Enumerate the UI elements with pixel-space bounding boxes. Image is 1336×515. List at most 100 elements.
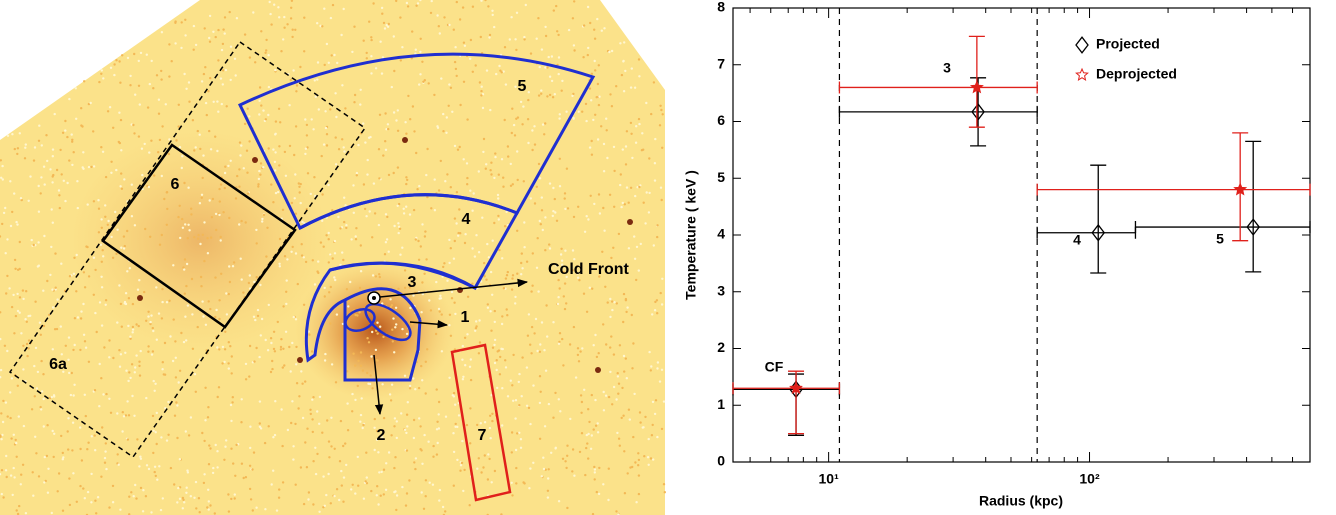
noise-dot [561,80,563,82]
noise-dot [295,252,297,254]
noise-dot [321,193,323,195]
noise-dot [87,491,89,493]
noise-dot [248,282,250,284]
noise-dot [104,450,106,452]
noise-dot [578,360,580,362]
noise-dot [466,183,468,185]
noise-dot [376,485,378,487]
noise-dot [2,178,4,180]
noise-dot [98,81,100,83]
noise-dot [581,347,583,349]
noise-dot [354,399,356,401]
noise-dot [279,265,281,267]
noise-dot [450,87,452,89]
noise-dot [205,324,207,326]
noise-dot [47,468,49,470]
noise-dot [147,106,149,108]
noise-dot [413,209,415,211]
noise-dot [0,438,2,440]
noise-dot [619,184,621,186]
noise-dot [560,248,562,250]
noise-dot [72,422,74,424]
noise-dot [346,288,348,290]
noise-dot [315,96,317,98]
noise-dot [452,394,454,396]
noise-dot [88,166,90,168]
noise-dot [67,448,69,450]
noise-dot [360,244,362,246]
noise-dot [406,492,408,494]
noise-dot [202,234,204,236]
noise-dot [84,394,86,396]
noise-dot [585,120,587,122]
noise-dot [121,430,123,432]
noise-dot [40,408,42,410]
noise-dot [573,216,575,218]
y-tick-label: 6 [717,112,725,128]
noise-dot [457,149,459,151]
noise-dot [395,119,397,121]
noise-dot [314,283,316,285]
noise-dot [146,464,148,466]
noise-dot [217,59,219,61]
noise-dot [494,310,496,312]
noise-dot [236,17,238,19]
noise-dot [1,469,3,471]
noise-dot [282,38,284,40]
noise-dot [350,238,352,240]
noise-dot [60,435,62,437]
noise-dot [359,287,361,289]
noise-dot [215,213,217,215]
noise-dot [478,251,480,253]
noise-dot [74,344,76,346]
noise-dot [444,180,446,182]
noise-dot [632,436,634,438]
noise-dot [43,166,45,168]
noise-dot [147,351,149,353]
noise-dot [573,326,575,328]
noise-dot [216,150,218,152]
noise-dot [195,146,197,148]
noise-dot [291,342,293,344]
noise-dot [564,460,566,462]
noise-dot [593,344,595,346]
noise-dot [661,278,663,280]
noise-dot [52,174,54,176]
noise-dot [437,127,439,129]
noise-dot [159,139,161,141]
noise-dot [20,197,22,199]
noise-dot [548,243,550,245]
noise-dot [358,311,360,313]
noise-dot [272,436,274,438]
noise-dot [581,401,583,403]
noise-dot [265,255,267,257]
noise-dot [523,180,525,182]
noise-dot [560,253,562,255]
noise-dot [451,111,453,113]
noise-dot [530,352,532,354]
noise-dot [218,188,220,190]
noise-dot [222,346,224,348]
noise-dot [596,96,598,98]
noise-dot [594,38,596,40]
noise-dot [507,395,509,397]
noise-dot [152,330,154,332]
noise-dot [185,492,187,494]
noise-dot [646,191,648,193]
noise-dot [548,468,550,470]
noise-dot [259,400,261,402]
noise-dot [598,104,600,106]
y-tick-label: 5 [717,169,725,185]
noise-dot [263,214,265,216]
noise-dot [166,224,168,226]
noise-dot [99,301,101,303]
noise-dot [270,23,272,25]
noise-dot [7,135,9,137]
noise-dot [260,162,262,164]
noise-dot [615,398,617,400]
noise-dot [217,111,219,113]
noise-dot [573,475,575,477]
noise-dot [561,338,563,340]
noise-dot [156,479,158,481]
noise-dot [638,459,640,461]
